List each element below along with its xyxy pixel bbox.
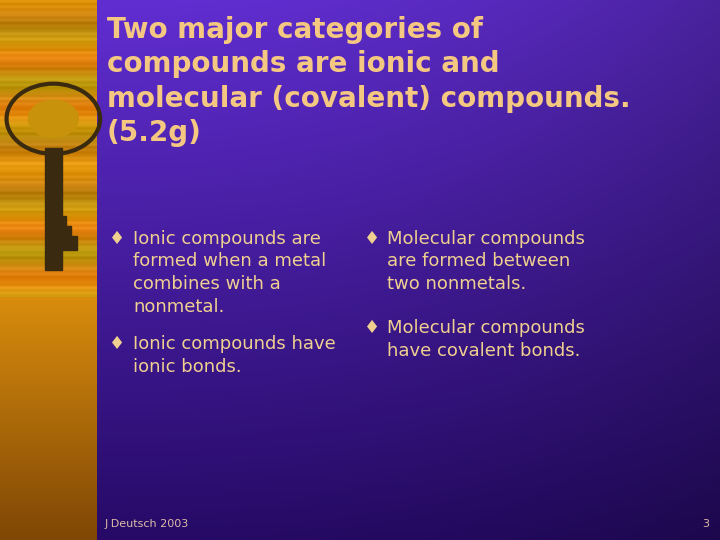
Text: Molecular compounds
have covalent bonds.: Molecular compounds have covalent bonds. — [387, 319, 585, 360]
Text: ♦: ♦ — [364, 230, 379, 247]
Text: Molecular compounds
are formed between
two nonmetals.: Molecular compounds are formed between t… — [387, 230, 585, 293]
Bar — [62, 216, 66, 230]
Bar — [62, 226, 71, 240]
Bar — [62, 237, 77, 249]
Text: J Deutsch 2003: J Deutsch 2003 — [104, 519, 189, 529]
Text: Two major categories of
compounds are ionic and
molecular (covalent) compounds.
: Two major categories of compounds are io… — [107, 16, 630, 147]
Circle shape — [27, 99, 79, 138]
Text: Ionic compounds have
ionic bonds.: Ionic compounds have ionic bonds. — [133, 335, 336, 376]
Text: ♦: ♦ — [364, 319, 379, 336]
Text: 3: 3 — [702, 519, 709, 529]
Text: ♦: ♦ — [109, 335, 125, 353]
Bar — [45, 148, 62, 270]
Text: ♦: ♦ — [109, 230, 125, 247]
Text: Ionic compounds are
formed when a metal
combines with a
nonmetal.: Ionic compounds are formed when a metal … — [133, 230, 326, 316]
